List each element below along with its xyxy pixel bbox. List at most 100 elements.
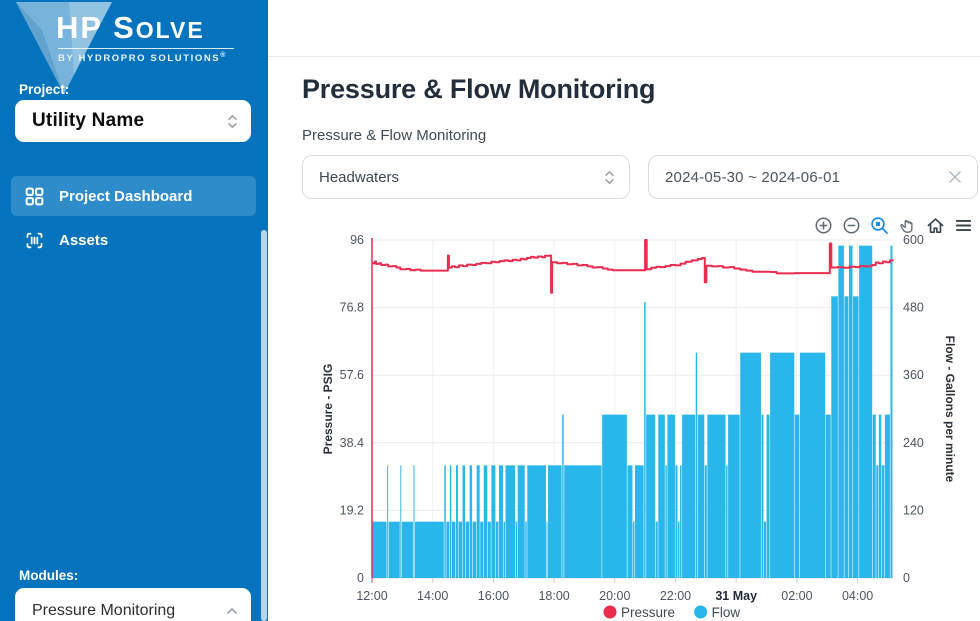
flow-bar (831, 296, 838, 578)
project-select[interactable]: Utility Name (15, 100, 251, 142)
pan-hand-icon[interactable] (898, 216, 917, 235)
flow-bar (825, 414, 831, 578)
chevron-up-icon (227, 608, 237, 614)
flow-bar (890, 245, 893, 578)
flow-bar (878, 414, 882, 578)
sidebar-scrollbar[interactable] (261, 230, 267, 621)
brand-wordmark: HP SOLVE (56, 10, 205, 46)
flow-bar (667, 414, 675, 578)
legend-label: Pressure (621, 605, 675, 620)
brand-wordmark-small: OLVE (135, 17, 205, 43)
legend-label: Flow (712, 605, 741, 620)
brand-divider (58, 48, 234, 49)
page-title: Pressure & Flow Monitoring (302, 74, 656, 104)
dashboard-grid-icon (25, 187, 44, 205)
site-select-value: Headwaters (319, 168, 400, 186)
flow-bar (451, 521, 456, 578)
flow-bar (517, 465, 525, 578)
flow-bar (678, 521, 680, 578)
flow-bar (707, 414, 726, 578)
flow-bar (465, 521, 470, 578)
modules-select[interactable]: Pressure Monitoring (15, 588, 251, 621)
site-select[interactable]: Headwaters (302, 155, 630, 199)
flow-bar (635, 465, 644, 578)
chart-subtitle: Pressure & Flow Monitoring (302, 127, 487, 144)
x-tick-label: 12:00 (356, 589, 387, 603)
flow-bar (515, 521, 518, 578)
flow-bar (527, 465, 546, 578)
date-range-value: 2024-05-30 ~ 2024-06-01 (665, 168, 841, 186)
x-tick-label: 02:00 (781, 589, 812, 603)
left-tick-label: 57.6 (340, 368, 364, 382)
flow-bar (764, 521, 766, 578)
flow-bar (562, 414, 564, 578)
x-tick-label: 18:00 (538, 589, 569, 603)
project-label: Project: (19, 82, 70, 97)
sidebar-item-label: Project Dashboard (59, 187, 193, 205)
flow-bar (881, 465, 885, 578)
axis-labels: 0 19.2 38.4 57.6 76.8 96 0 120 240 360 480 600 12:00… (340, 233, 924, 603)
chart-legend: Pressure Flow (603, 605, 741, 620)
brand-logo: HP SOLVE BY HYDROPRO SOLUTIONS® (0, 0, 268, 96)
flow-bar (505, 465, 516, 578)
right-tick-label: 600 (903, 233, 924, 247)
flow-bar (444, 465, 446, 578)
flow-bar (695, 352, 698, 578)
flow-bar (682, 414, 696, 578)
x-tick-label: 22:00 (660, 589, 691, 603)
menu-icon[interactable] (954, 216, 973, 235)
chevron-updown-icon (228, 114, 237, 128)
flow-bar (498, 465, 503, 578)
flow-bar (546, 521, 548, 578)
flow-bar (680, 465, 682, 578)
flow-bar (704, 465, 707, 578)
flow-bar (770, 352, 795, 578)
flow-bar (644, 301, 646, 578)
x-tick-label: 16:00 (478, 589, 509, 603)
left-tick-label: 76.8 (340, 301, 364, 315)
flow-bar (414, 521, 444, 578)
flow-bar (633, 521, 635, 578)
brand-wordmark-big: HP S (56, 10, 136, 45)
assets-scan-icon (26, 232, 43, 248)
flow-bar (503, 521, 505, 578)
zoom-out-icon[interactable] (842, 216, 861, 235)
date-range-picker[interactable]: 2024-05-30 ~ 2024-06-01 (648, 155, 978, 199)
flow-bar (876, 465, 879, 578)
sidebar-item-assets[interactable]: Assets (11, 220, 256, 260)
right-tick-label: 480 (903, 301, 924, 315)
flow-bar (655, 521, 658, 578)
zoom-in-icon[interactable] (814, 216, 833, 235)
flow-bar (761, 414, 764, 578)
home-icon[interactable] (926, 216, 945, 235)
legend-swatch (694, 605, 708, 619)
left-tick-label: 0 (357, 571, 364, 585)
flow-bar (446, 521, 450, 578)
left-axis-title: Pressure - PSIG (321, 364, 335, 455)
flow-bar (859, 245, 873, 578)
right-tick-label: 360 (903, 368, 924, 382)
flow-bar (495, 521, 499, 578)
flow-bar (872, 414, 876, 578)
sidebar-item-project-dashboard[interactable]: Project Dashboard (11, 176, 256, 216)
clear-icon[interactable] (947, 169, 963, 185)
sidebar-item-label: Assets (59, 231, 109, 249)
flow-bar (627, 465, 633, 578)
flow-bar (458, 521, 462, 578)
x-tick-label: 20:00 (599, 589, 630, 603)
x-tick-label: 14:00 (417, 589, 448, 603)
right-tick-label: 0 (903, 571, 910, 585)
flow-bar (372, 521, 387, 578)
box-zoom-icon[interactable] (870, 216, 889, 235)
flow-bar (401, 521, 413, 578)
flow-bar (462, 465, 466, 578)
main-header-bar (268, 0, 980, 57)
flow-bar (449, 465, 452, 578)
pressure-line-series (372, 239, 894, 294)
flow-bar (483, 465, 488, 578)
x-tick-label: 04:00 (842, 589, 873, 603)
pressure-flow-chart[interactable]: 0 19.2 38.4 57.6 76.8 96 0 120 240 360 480 600 12:00… (318, 232, 978, 621)
chart-toolbar (814, 216, 973, 235)
flow-bar (646, 414, 656, 578)
flow-bar (838, 245, 844, 578)
